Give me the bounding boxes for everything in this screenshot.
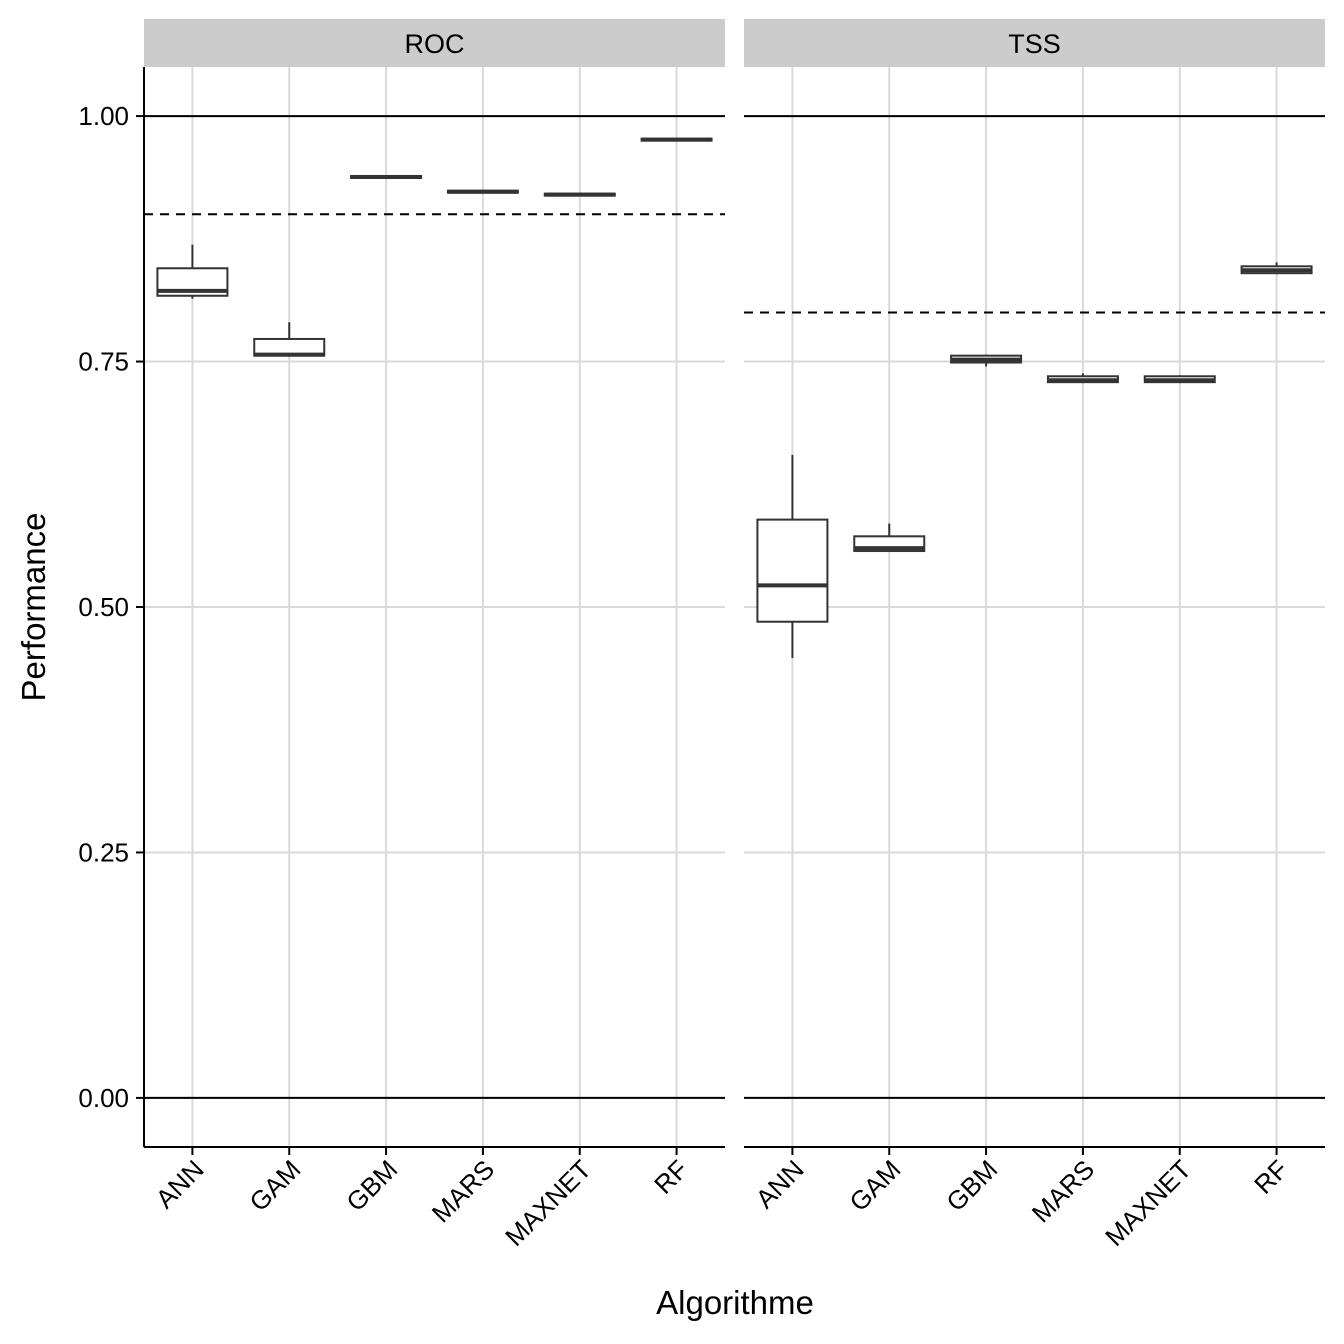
boxplot-gbm [350,174,423,179]
y-tick-label: 0.75 [78,347,129,377]
boxplot-mars [446,189,519,194]
x-tick-label: GAM [843,1154,906,1217]
box-iqr [756,518,829,623]
boxplot-ann [156,244,229,299]
boxplot-mars [1046,373,1119,384]
x-tick-label: ANN [750,1154,810,1214]
x-tick-label: GAM [243,1154,306,1217]
facet-strip-label: ROC [405,29,465,59]
boxplot-gam [853,523,926,553]
boxplot-gam [253,322,326,357]
boxplot-maxnet [543,192,616,197]
y-tick-label: 0.50 [78,592,129,622]
panel-tss: TSS ANN GAM GBM MARS MAXNET RF [744,19,1325,1252]
x-tick-label: MAXNET [1099,1154,1197,1252]
y-axis: 0.00 0.25 0.50 0.75 1.00 [78,67,145,1147]
facet-strip [744,19,1325,67]
x-tick-label: GBM [940,1154,1003,1217]
facet-strip [144,19,725,67]
x-axis-title: Algorithme [656,1284,814,1321]
boxplot-rf [640,137,713,142]
boxplot-gbm [950,354,1023,367]
y-tick-label: 1.00 [78,101,129,131]
y-axis-title: Performance [15,513,52,702]
x-tick-label: RF [1248,1154,1294,1200]
boxplot-rf [1240,262,1313,275]
y-tick-label: 0.25 [78,837,129,867]
boxplot-maxnet [1143,375,1216,384]
facet-strip-label: TSS [1008,29,1061,59]
x-tick-label: MARS [1026,1154,1100,1228]
panel-roc: ROC ANN GAM GBM MARS MAXNET RF [144,19,725,1252]
x-tick-label: MAXNET [499,1154,597,1252]
x-tick-label: GBM [340,1154,403,1217]
x-tick-label: RF [648,1154,694,1200]
y-tick-label: 0.00 [78,1083,129,1113]
boxplot-ann [756,454,829,659]
x-tick-label: MARS [426,1154,500,1228]
x-tick-label: ANN [150,1154,210,1214]
